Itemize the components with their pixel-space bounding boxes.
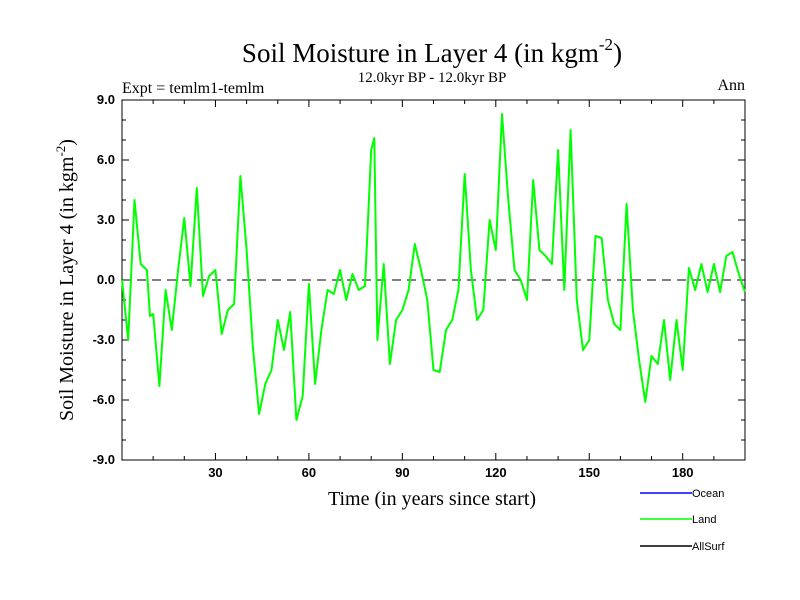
y-axis-label-close: ) (56, 139, 78, 146)
y-tick-label: -3.0 (93, 332, 115, 347)
chart-subtitle: 12.0kyr BP - 12.0kyr BP (358, 70, 507, 86)
legend: Ocean Land AllSurf (640, 488, 725, 553)
y-tick-label: -9.0 (93, 452, 115, 467)
y-tick-label: 3.0 (97, 212, 115, 227)
legend-label-allsurf: AllSurf (692, 541, 725, 553)
season-label: Ann (717, 77, 745, 94)
chart-title-main: Soil Moisture in Layer 4 (in kgm (242, 38, 599, 68)
legend-label-land: Land (692, 514, 716, 526)
legend-label-ocean: Ocean (692, 488, 724, 500)
x-axis-label: Time (in years since start) (328, 488, 536, 510)
x-tick-label: 90 (395, 465, 409, 480)
x-tick-label: 60 (302, 465, 316, 480)
series-line-land (121, 113, 746, 421)
chart-title-sup: -2 (599, 35, 613, 54)
y-axis-label-main: Soil Moisture in Layer 4 (in kgm (56, 156, 78, 421)
y-tick-label: 0.0 (97, 272, 115, 287)
y-axis-label: Soil Moisture in Layer 4 (in kgm-2) (53, 139, 78, 421)
plot-area: -9.0 -6.0 -3.0 0.0 3.0 6.0 9.0 30 60 90 120 150 180 (93, 92, 746, 480)
chart-title: Soil Moisture in Layer 4 (in kgm-2) (242, 35, 622, 68)
x-tick-label: 150 (578, 465, 600, 480)
x-tick-label: 180 (672, 465, 694, 480)
y-tick-label: 9.0 (97, 92, 115, 107)
y-tick-label: -6.0 (93, 392, 115, 407)
y-tick-label: 6.0 (97, 152, 115, 167)
chart-title-close: ) (613, 38, 622, 68)
x-tick-label: 30 (208, 465, 222, 480)
x-tick-label: 120 (485, 465, 507, 480)
experiment-label: Expt = temlm1-temlm (122, 80, 265, 97)
y-axis-label-sup: -2 (53, 146, 68, 157)
